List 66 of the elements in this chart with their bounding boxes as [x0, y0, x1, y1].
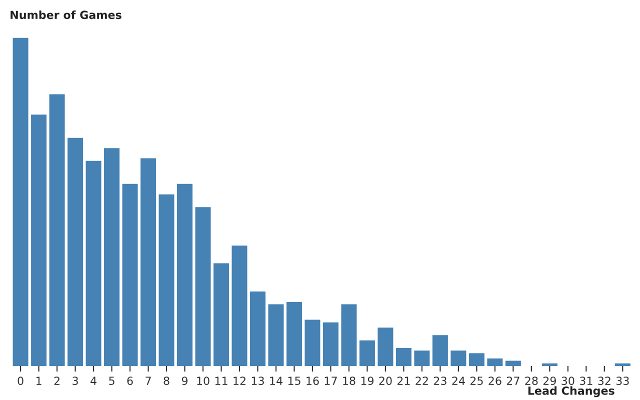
bar — [487, 358, 503, 366]
bar — [213, 263, 230, 366]
x-tick-label: 21 — [397, 376, 410, 385]
bar — [12, 38, 28, 366]
x-tick-label: 20 — [379, 376, 392, 386]
x-tick-label: 22 — [416, 376, 428, 385]
y-axis-title: Number of Games — [10, 10, 122, 20]
x-tick-label: 2 — [54, 376, 60, 385]
bar — [341, 304, 357, 366]
bar — [304, 320, 320, 366]
x-tick-label: 15 — [288, 376, 300, 386]
x-tick-label: 11 — [215, 376, 228, 385]
bar — [195, 207, 211, 366]
bar — [177, 184, 193, 366]
x-tick-label: 1 — [36, 376, 42, 385]
bar — [31, 114, 47, 366]
x-tick-label: 9 — [182, 376, 188, 386]
bar — [378, 328, 394, 366]
x-tick-label: 19 — [361, 376, 374, 386]
bar — [158, 194, 174, 366]
bar — [359, 340, 375, 366]
bar — [286, 302, 302, 366]
x-tick-label: 31 — [580, 376, 592, 386]
x-tick-label: 32 — [598, 376, 610, 386]
bar — [140, 158, 156, 366]
x-tick-label: 17 — [324, 376, 337, 385]
x-tick-label: 0 — [18, 376, 24, 386]
bar — [86, 160, 102, 366]
x-tick-label: 13 — [252, 376, 264, 386]
bar — [104, 148, 120, 366]
bar — [468, 353, 484, 366]
bar — [396, 348, 412, 366]
x-tick-label: 14 — [270, 376, 282, 385]
bar — [505, 360, 521, 366]
x-tick-label: 28 — [525, 376, 538, 386]
bar — [268, 304, 284, 366]
x-tick-label: 25 — [470, 376, 483, 386]
bar — [122, 184, 138, 366]
x-tick-label: 6 — [127, 376, 133, 386]
bar — [414, 350, 430, 366]
bar — [250, 292, 266, 366]
x-tick-label: 29 — [543, 376, 556, 386]
x-tick-label: 27 — [506, 376, 520, 385]
bar — [68, 138, 84, 366]
x-tick-label: 8 — [164, 376, 170, 386]
x-tick-label: 5 — [109, 376, 114, 386]
bar — [322, 322, 338, 366]
x-tick-label: 33 — [616, 376, 629, 386]
x-tick-label: 26 — [488, 376, 502, 386]
bar — [232, 246, 248, 366]
bar — [49, 94, 65, 366]
x-tick-label: 4 — [90, 376, 96, 385]
x-tick-label: 23 — [434, 376, 446, 386]
x-tick-label: 12 — [234, 376, 246, 385]
x-tick-label: 7 — [146, 376, 151, 385]
x-axis-title: Lead Changes — [528, 386, 614, 398]
bar — [432, 335, 448, 366]
bar — [450, 350, 466, 366]
x-tick-label: 16 — [306, 376, 319, 386]
bar — [542, 363, 558, 366]
bar — [614, 363, 630, 366]
x-tick-label: 18 — [343, 376, 356, 386]
x-tick-label: 3 — [72, 376, 78, 386]
x-tick-label: 10 — [197, 376, 210, 386]
x-tick-label: 24 — [452, 376, 465, 385]
x-tick-label: 30 — [562, 376, 574, 386]
